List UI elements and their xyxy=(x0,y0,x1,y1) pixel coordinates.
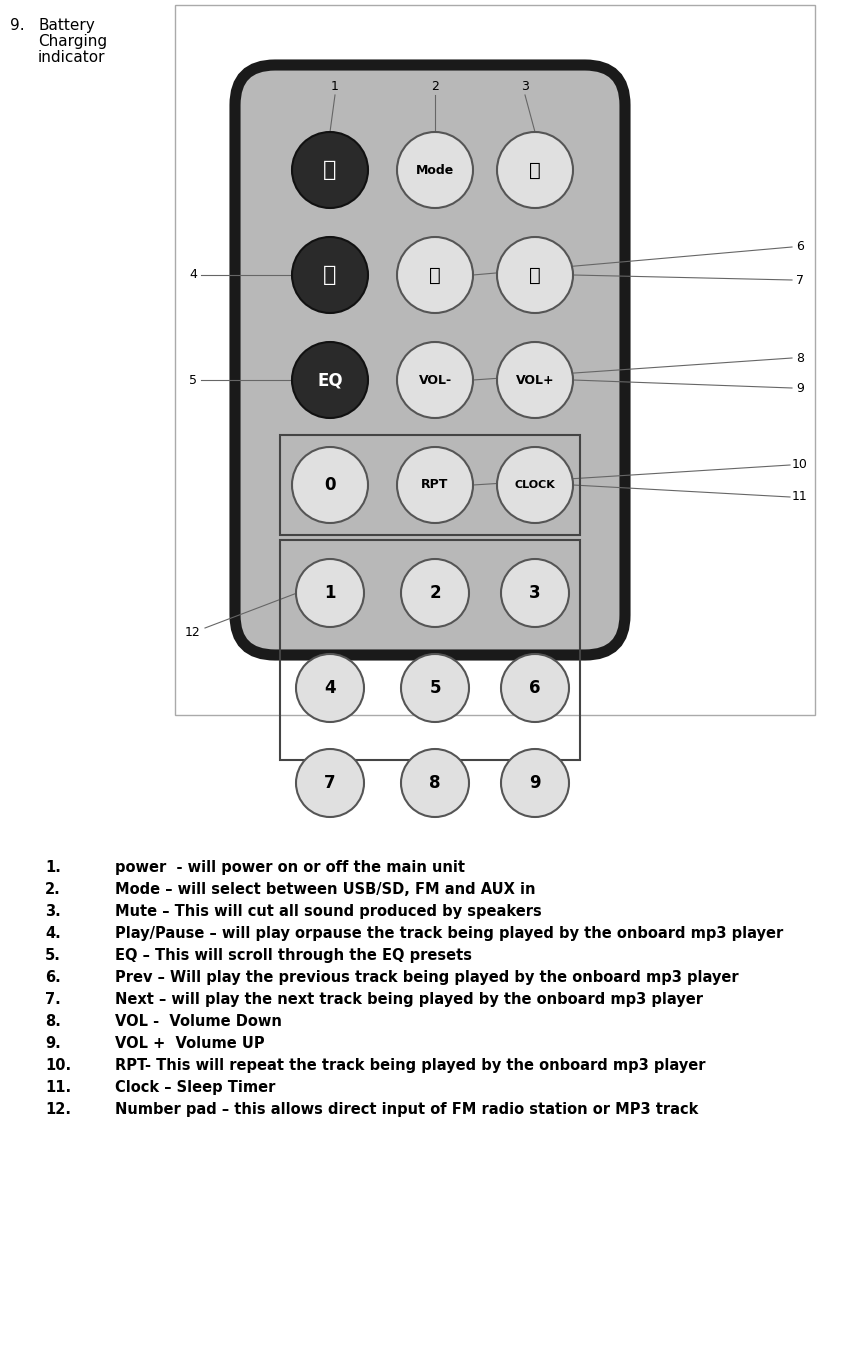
Text: 7: 7 xyxy=(796,274,804,286)
Circle shape xyxy=(397,342,473,418)
Text: 10.: 10. xyxy=(45,1058,71,1073)
Circle shape xyxy=(397,237,473,313)
Text: ⏮: ⏮ xyxy=(429,266,441,285)
Text: 1.: 1. xyxy=(45,859,61,874)
Text: VOL +  Volume UP: VOL + Volume UP xyxy=(115,1036,265,1051)
Circle shape xyxy=(501,558,569,627)
Text: power  - will power on or off the main unit: power - will power on or off the main un… xyxy=(115,859,465,874)
Text: Clock – Sleep Timer: Clock – Sleep Timer xyxy=(115,1080,276,1095)
Text: Mode: Mode xyxy=(416,163,454,177)
Bar xyxy=(280,539,580,760)
Circle shape xyxy=(497,237,573,313)
Circle shape xyxy=(497,342,573,418)
Text: Number pad – this allows direct input of FM radio station or MP3 track: Number pad – this allows direct input of… xyxy=(115,1102,699,1117)
Text: EQ – This will scroll through the EQ presets: EQ – This will scroll through the EQ pre… xyxy=(115,948,472,963)
Text: 9: 9 xyxy=(530,774,541,791)
Text: 4.: 4. xyxy=(45,926,61,941)
Circle shape xyxy=(292,237,368,313)
Text: 9.: 9. xyxy=(10,18,25,33)
Text: ⏯: ⏯ xyxy=(323,266,337,285)
Circle shape xyxy=(296,749,364,817)
Text: VOL+: VOL+ xyxy=(516,373,554,387)
Circle shape xyxy=(397,447,473,523)
Text: indicator: indicator xyxy=(38,50,106,65)
Text: 4: 4 xyxy=(324,680,336,697)
Circle shape xyxy=(497,132,573,208)
Text: 2: 2 xyxy=(429,584,441,602)
Text: VOL -  Volume Down: VOL - Volume Down xyxy=(115,1013,282,1030)
Text: 5: 5 xyxy=(429,680,441,697)
Text: VOL-: VOL- xyxy=(419,373,452,387)
Text: 0: 0 xyxy=(324,475,336,494)
Text: 3.: 3. xyxy=(45,904,61,919)
Text: RPT- This will repeat the track being played by the onboard mp3 player: RPT- This will repeat the track being pl… xyxy=(115,1058,706,1073)
Text: 3: 3 xyxy=(521,80,529,94)
Text: Play/Pause – will play orpause the track being played by the onboard mp3 player: Play/Pause – will play orpause the track… xyxy=(115,926,783,941)
Text: 10: 10 xyxy=(792,459,808,471)
Text: RPT: RPT xyxy=(421,478,448,492)
Text: Next – will play the next track being played by the onboard mp3 player: Next – will play the next track being pl… xyxy=(115,992,703,1007)
Text: 2: 2 xyxy=(431,80,439,94)
Text: 7: 7 xyxy=(324,774,336,791)
Circle shape xyxy=(401,558,469,627)
Text: 8: 8 xyxy=(796,351,804,365)
Text: 8: 8 xyxy=(429,774,441,791)
Text: 4: 4 xyxy=(189,268,197,282)
Text: 8.: 8. xyxy=(45,1013,61,1030)
Text: 5.: 5. xyxy=(45,948,61,963)
Circle shape xyxy=(296,558,364,627)
Bar xyxy=(175,5,815,715)
Text: 9.: 9. xyxy=(45,1036,61,1051)
Text: EQ: EQ xyxy=(317,370,343,390)
Text: 5: 5 xyxy=(189,373,197,387)
Circle shape xyxy=(292,447,368,523)
Text: Battery: Battery xyxy=(38,18,95,33)
Circle shape xyxy=(292,342,368,418)
Circle shape xyxy=(501,749,569,817)
Text: 6: 6 xyxy=(796,241,804,253)
Text: 9: 9 xyxy=(796,381,804,395)
Circle shape xyxy=(397,132,473,208)
Text: 7.: 7. xyxy=(45,992,61,1007)
Text: 🔇: 🔇 xyxy=(529,161,541,180)
Text: 1: 1 xyxy=(331,80,339,94)
Circle shape xyxy=(497,447,573,523)
Text: ⏭: ⏭ xyxy=(529,266,541,285)
Text: ⏻: ⏻ xyxy=(323,159,337,180)
Text: Mode – will select between USB/SD, FM and AUX in: Mode – will select between USB/SD, FM an… xyxy=(115,883,536,898)
Text: Prev – Will play the previous track being played by the onboard mp3 player: Prev – Will play the previous track bein… xyxy=(115,970,739,985)
Text: 1: 1 xyxy=(324,584,336,602)
Text: 3: 3 xyxy=(530,584,541,602)
Text: 12: 12 xyxy=(185,627,201,640)
FancyBboxPatch shape xyxy=(235,65,625,655)
Bar xyxy=(280,434,580,535)
Circle shape xyxy=(501,654,569,722)
Text: 11: 11 xyxy=(792,490,808,504)
Text: Charging: Charging xyxy=(38,34,107,49)
Circle shape xyxy=(401,654,469,722)
Text: 2.: 2. xyxy=(45,883,61,898)
Text: Mute – This will cut all sound produced by speakers: Mute – This will cut all sound produced … xyxy=(115,904,541,919)
Text: 6.: 6. xyxy=(45,970,61,985)
Circle shape xyxy=(401,749,469,817)
Text: 6: 6 xyxy=(530,680,541,697)
Circle shape xyxy=(292,132,368,208)
Text: 11.: 11. xyxy=(45,1080,71,1095)
Text: 12.: 12. xyxy=(45,1102,71,1117)
Text: CLOCK: CLOCK xyxy=(514,479,555,490)
Circle shape xyxy=(296,654,364,722)
